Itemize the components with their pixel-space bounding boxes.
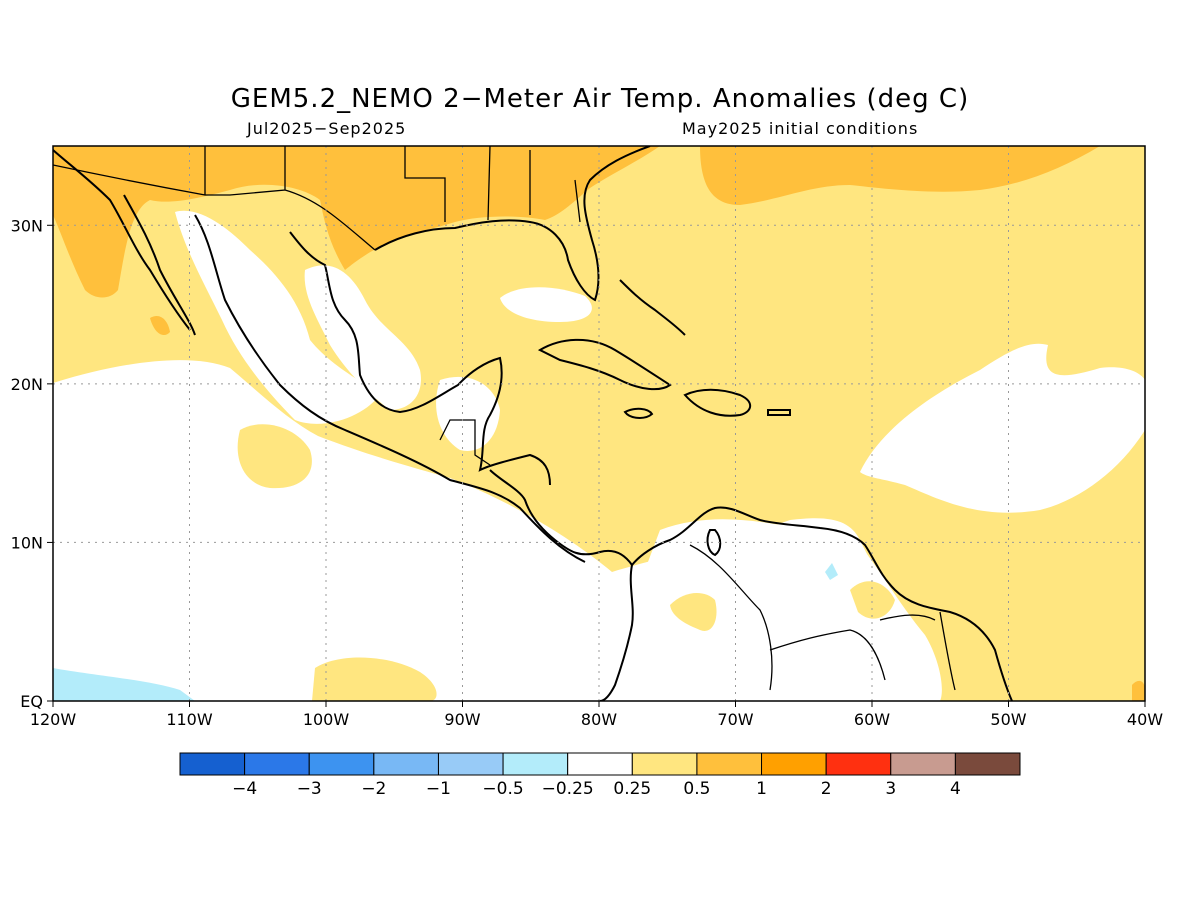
colorbar-swatch (244, 752, 310, 776)
warm-region-equator-east (1132, 680, 1145, 701)
neutral-region-south-america (600, 519, 942, 701)
colorbar-label: 0.25 (613, 779, 651, 799)
warm-region-baja (150, 315, 170, 336)
colorbar-swatch (373, 752, 439, 776)
colorbar-label: 4 (950, 779, 961, 799)
x-tick-label: 120W (30, 710, 77, 729)
latitude-labels: EQ 10N 20N 30N (11, 216, 53, 711)
colorbar-label: −0.5 (482, 779, 523, 799)
anomaly-patch-pacific (237, 424, 312, 489)
graticule (53, 146, 1145, 701)
anomaly-patch-guiana (850, 581, 895, 619)
coastline-us-gulf (374, 146, 651, 302)
x-tick-label: 70W (717, 710, 753, 729)
x-tick-label: 90W (444, 710, 480, 729)
y-tick-label: 20N (11, 375, 43, 394)
y-tick-label: EQ (20, 692, 43, 711)
border-us-states (404, 146, 581, 223)
colorbar-swatch (631, 752, 698, 776)
border-guianas (879, 611, 956, 691)
colorbar-swatch (825, 752, 892, 776)
cool-region-guiana (825, 563, 838, 580)
anomaly-patch-equator (312, 657, 437, 701)
colorbar-label: −2 (361, 779, 386, 799)
neutral-region-mexico (175, 210, 380, 424)
x-tick-label: 60W (854, 710, 890, 729)
coastline-central-america (489, 469, 633, 566)
colorbar-swatch (890, 752, 956, 776)
colorbar-swatch (954, 752, 1021, 776)
border-colombia-venezuela (689, 544, 773, 691)
cool-region-equator (53, 668, 195, 701)
y-tick-label: 30N (11, 216, 43, 235)
colorbar-label: −3 (297, 779, 322, 799)
colorbar-label: −0.25 (542, 779, 594, 799)
x-tick-label: 40W (1127, 710, 1163, 729)
border-brazil-north (769, 629, 886, 681)
country-borders (53, 146, 956, 691)
x-tick-label: 110W (166, 710, 213, 729)
colorbar-label: 3 (885, 779, 896, 799)
colorbar-label: 1 (756, 779, 767, 799)
coastline-cuba (537, 338, 672, 391)
x-tick-label: 80W (581, 710, 617, 729)
x-tick-label: 50W (990, 710, 1026, 729)
coastline-mexico-pacific (53, 149, 586, 563)
coastlines (53, 146, 1013, 701)
warm-region-atlantic-north (700, 146, 1100, 205)
border-guatemala (439, 419, 491, 466)
colorbar-swatch (308, 752, 375, 776)
coastline-puerto-rico (767, 409, 791, 416)
x-tick-label: 100W (303, 710, 350, 729)
colorbar-swatch (567, 752, 633, 776)
anomaly-patch-venezuela (670, 593, 717, 631)
colorbar-swatch (179, 752, 246, 776)
coastline-south-america (631, 506, 1013, 701)
coastline-colombia-pacific (599, 564, 634, 701)
colorbar-swatch (502, 752, 569, 776)
colorbar-label: −4 (232, 779, 257, 799)
colorbar-label: 0.5 (683, 779, 710, 799)
colorbar: −4 −3 −2 −1 −0.5 −0.25 0.25 0.5 1 2 3 4 (179, 752, 1021, 799)
initial-conditions: May2025 initial conditions (682, 119, 919, 138)
border-us-mexico (53, 146, 376, 251)
colorbar-swatch (761, 752, 827, 776)
neutral-region-gulf-patch (500, 287, 592, 322)
anomaly-field (53, 146, 1145, 701)
colorbar-label: −1 (426, 779, 451, 799)
colorbar-label: 2 (821, 779, 832, 799)
coastline-jamaica (623, 407, 654, 419)
coastline-gulf (289, 231, 551, 486)
coastline-lake-maracaibo (706, 529, 722, 557)
y-tick-label: 10N (11, 533, 43, 552)
longitude-labels: 120W 110W 100W 90W 80W 70W 60W 50W 40W (30, 701, 1163, 729)
map-title: GEM5.2_NEMO 2−Meter Air Temp. Anomalies … (230, 84, 970, 114)
neutral-region-atlantic (860, 343, 1145, 513)
colorbar-swatch (696, 752, 763, 776)
coastline-hispaniola (683, 388, 752, 417)
coastline-florida-keys (619, 279, 686, 336)
colorbar-swatch (437, 752, 504, 776)
forecast-period: Jul2025−Sep2025 (247, 119, 407, 138)
